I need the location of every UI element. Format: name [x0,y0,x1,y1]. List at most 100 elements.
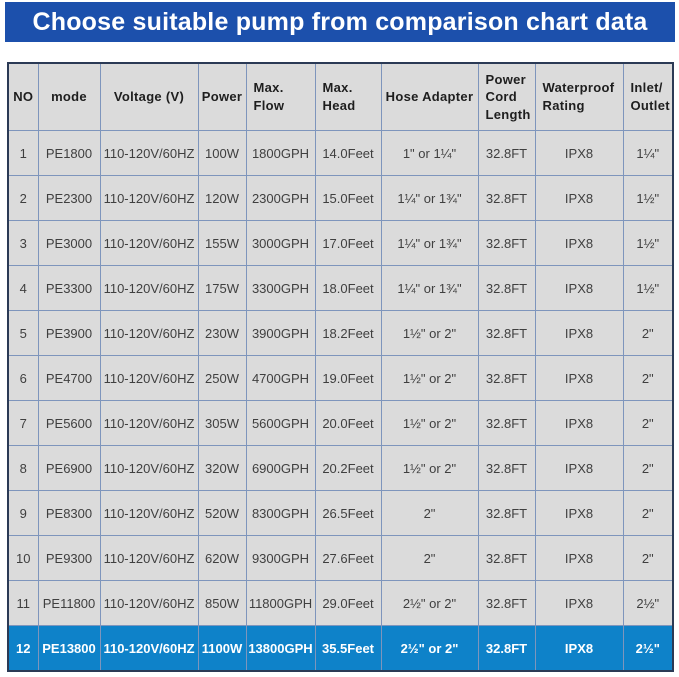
table-cell: 1800GPH [245,130,316,176]
col-header-mode: mode [37,62,101,131]
table-cell: 9300GPH [245,535,316,581]
table-cell: 32.8FT [477,580,536,626]
table-cell: 6900GPH [245,445,316,491]
table-cell: 1½" [622,175,674,221]
table-cell: IPX8 [534,580,624,626]
col-header-hose: Hose Adapter [380,62,479,131]
table-cell: PE3300 [37,265,101,311]
col-header-max-head: Max. Head [314,62,382,131]
table-cell: PE8300 [37,490,101,536]
table-cell: IPX8 [534,220,624,266]
table-cell: PE2300 [37,175,101,221]
table-cell: 1½" [622,265,674,311]
col-header-power: Power [197,62,247,131]
table-cell: 4700GPH [245,355,316,401]
col-header-cord: Power Cord Length [477,62,536,131]
table-cell: 2½" [622,625,674,672]
table-cell: 3300GPH [245,265,316,311]
table-cell: 26.5Feet [314,490,382,536]
header-row: NO mode Voltage (V) Power Max. Flow Max.… [7,62,674,131]
table-cell: 2" [622,535,674,581]
table-cell: 230W [197,310,247,356]
table-cell: 32.8FT [477,445,536,491]
table-cell: IPX8 [534,265,624,311]
table-cell: PE6900 [37,445,101,491]
table-cell: 7 [7,400,39,446]
table-cell: IPX8 [534,175,624,221]
table-cell: 110-120V/60HZ [99,220,199,266]
table-cell: 155W [197,220,247,266]
table-cell: 8300GPH [245,490,316,536]
table-row: 5 PE3900 110-120V/60HZ 230W 3900GPH 18.2Feet 1… [7,310,674,356]
col-header-inlet: Inlet/ Outlet [622,62,674,131]
table-cell: 110-120V/60HZ [99,490,199,536]
table-cell: 850W [197,580,247,626]
table-cell: 5 [7,310,39,356]
table-cell: PE5600 [37,400,101,446]
table-cell: 32.8FT [477,400,536,446]
table-cell: 11800GPH [245,580,316,626]
table-cell: 110-120V/60HZ [99,265,199,311]
table-row: 1 PE1800 110-120V/60HZ 100W 1800GPH 14.0Feet 1… [7,130,674,176]
table-cell: 120W [197,175,247,221]
table-cell: IPX8 [534,445,624,491]
table-cell: 32.8FT [477,220,536,266]
table-cell: 520W [197,490,247,536]
table-cell: 20.0Feet [314,400,382,446]
table-row: 11 PE11800 110-120V/60HZ 850W 11800GPH 29.0Fe… [7,580,674,626]
table-cell: 2" [622,355,674,401]
table-cell: PE9300 [37,535,101,581]
table-cell: 1½" or 2" [380,355,479,401]
table-cell: IPX8 [534,355,624,401]
table-cell: PE11800 [37,580,101,626]
table-cell: 250W [197,355,247,401]
table-row: 10 PE9300 110-120V/60HZ 620W 9300GPH 27.6Feet… [7,535,674,581]
table-row: 9 PE8300 110-120V/60HZ 520W 8300GPH 26.5Feet 2… [7,490,674,536]
table-cell: 110-120V/60HZ [99,310,199,356]
table-cell: IPX8 [534,535,624,581]
table-cell: 1¼" or 1¾" [380,220,479,266]
table-cell: 6 [7,355,39,401]
table-cell: IPX8 [534,625,624,672]
table-cell: 1½" or 2" [380,445,479,491]
table-cell: PE1800 [37,130,101,176]
table-cell: 35.5Feet [314,625,382,672]
table-cell: 19.0Feet [314,355,382,401]
table-cell: 620W [197,535,247,581]
table-cell: 32.8FT [477,355,536,401]
table-cell: PE3900 [37,310,101,356]
table-cell: 1" or 1¼" [380,130,479,176]
table-cell: PE4700 [37,355,101,401]
table-cell: 2½" [622,580,674,626]
table-cell: 15.0Feet [314,175,382,221]
table-cell: 1½" or 2" [380,400,479,446]
page-title: Choose suitable pump from comparison cha… [32,7,648,36]
table-cell: 18.0Feet [314,265,382,311]
table-row: 4 PE3300 110-120V/60HZ 175W 3300GPH 18.0Feet 1… [7,265,674,311]
table-cell: 2" [622,445,674,491]
table-cell: 110-120V/60HZ [99,535,199,581]
table-cell: 110-120V/60HZ [99,580,199,626]
table-cell: 27.6Feet [314,535,382,581]
table-cell: 11 [7,580,39,626]
table-cell: 2" [622,400,674,446]
table-cell: 110-120V/60HZ [99,130,199,176]
table-cell: 2" [380,490,479,536]
table-cell: 2½" or 2" [380,580,479,626]
table-cell: 32.8FT [477,265,536,311]
table-cell: PE3000 [37,220,101,266]
table-row: 12 PE13800 110-120V/60HZ 1100W 13800GPH 35.5F… [7,625,674,672]
table-cell: 110-120V/60HZ [99,175,199,221]
table-cell: 2 [7,175,39,221]
col-header-no: NO [7,62,39,131]
table-cell: 2" [622,490,674,536]
table-cell: 4 [7,265,39,311]
table-cell: 5600GPH [245,400,316,446]
table-cell: 32.8FT [477,175,536,221]
table-cell: 32.8FT [477,535,536,581]
col-header-max-flow: Max. Flow [245,62,316,131]
table-cell: 1¼" [622,130,674,176]
table-cell: 18.2Feet [314,310,382,356]
table-cell: IPX8 [534,130,624,176]
table-cell: 1100W [197,625,247,672]
